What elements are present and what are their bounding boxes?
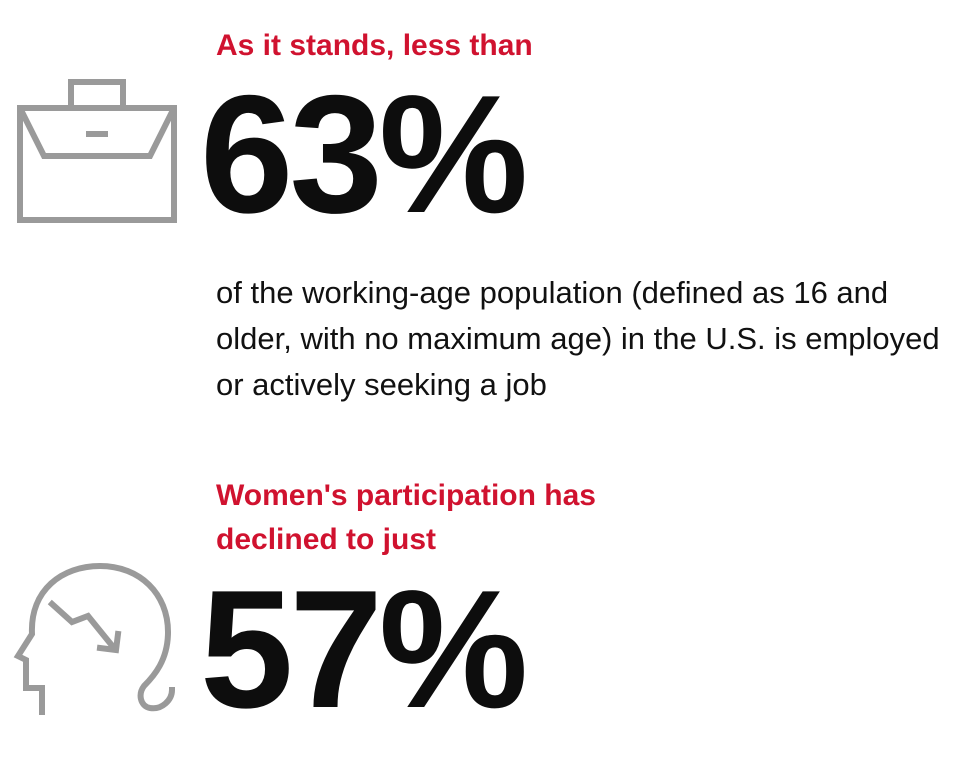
head-decline-icon (13, 562, 176, 715)
lead-text-workforce: As it stands, less than (216, 29, 533, 62)
lead-text-women-content: Women's participation has declined to ju… (216, 479, 596, 556)
stat-value-women: 57% (200, 555, 528, 743)
stat-description-workforce: of the working-age population (defined a… (216, 275, 940, 402)
lead-text-women: Women's participation has declined to ju… (216, 474, 616, 562)
briefcase-icon (17, 79, 177, 223)
stat-value-workforce: 63% (200, 60, 528, 248)
